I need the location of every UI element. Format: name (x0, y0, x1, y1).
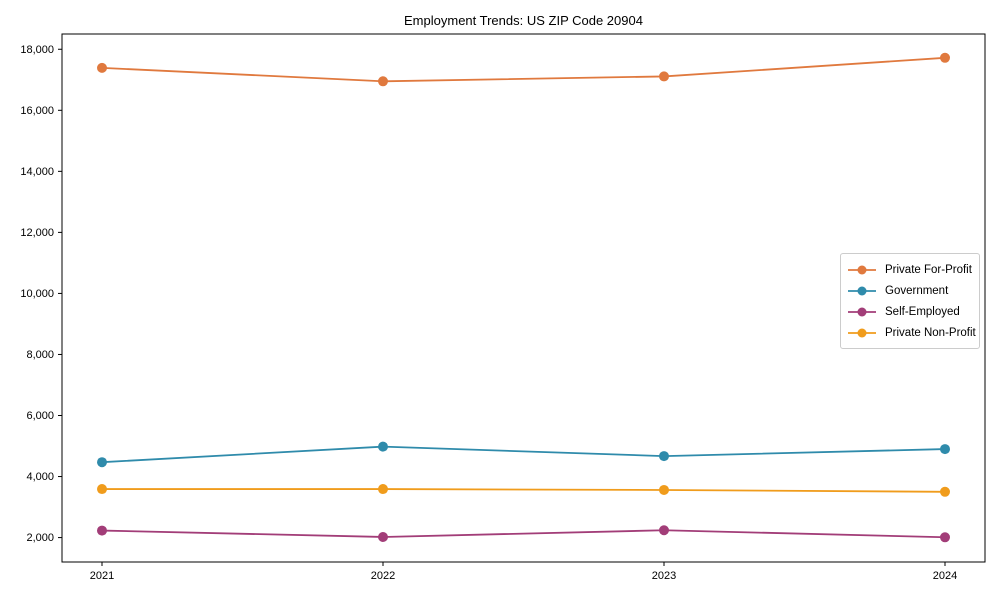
legend-item: Private Non-Profit (847, 322, 976, 343)
x-tick-label: 2022 (371, 570, 395, 582)
legend-item: Private For-Profit (847, 259, 973, 280)
data-point-private-for-profit (940, 52, 950, 63)
data-point-self-employed (378, 531, 388, 542)
data-point-private-for-profit (97, 62, 107, 73)
plot-area-border (61, 33, 986, 563)
y-tick-label: 2,000 (26, 532, 54, 544)
legend-label: Government (885, 284, 949, 297)
data-point-private-non-profit (940, 486, 950, 497)
data-point-government (378, 441, 388, 452)
legend-item: Government (847, 280, 973, 301)
data-point-private-for-profit (659, 71, 669, 82)
data-point-government (659, 451, 669, 462)
y-tick-label: 14,000 (20, 166, 54, 178)
legend-label: Self-Employed (885, 305, 960, 318)
legend-marker-icon (848, 265, 876, 274)
data-point-private-non-profit (659, 484, 669, 495)
data-point-self-employed (940, 532, 950, 543)
legend: Private For-Profit Government Self-Employe… (840, 253, 980, 349)
y-tick-label: 8,000 (26, 349, 54, 361)
legend-label: Private For-Profit (885, 263, 972, 276)
data-point-government (97, 457, 107, 468)
series-line-private-for-profit (101, 56, 946, 83)
legend-marker-icon (848, 328, 876, 337)
y-tick-label: 16,000 (20, 105, 54, 117)
x-tick-label: 2024 (933, 570, 957, 582)
y-tick-label: 12,000 (20, 227, 54, 239)
legend-marker-icon (848, 286, 876, 295)
legend-marker-icon (848, 307, 876, 316)
legend-label: Private Non-Profit (885, 326, 976, 339)
y-tick-label: 4,000 (26, 471, 54, 483)
y-tick-label: 6,000 (26, 410, 54, 422)
x-tick-label: 2021 (90, 570, 114, 582)
legend-item: Self-Employed (847, 301, 973, 322)
y-tick-label: 10,000 (20, 288, 54, 300)
data-point-private-for-profit (378, 76, 388, 87)
data-point-private-non-profit (378, 484, 388, 495)
series-line-government (101, 445, 946, 464)
data-point-private-non-profit (97, 484, 107, 495)
chart-title: Employment Trends: US ZIP Code 20904 (404, 13, 643, 28)
series-line-private-non-profit (102, 488, 946, 493)
x-tick-label: 2023 (652, 570, 676, 582)
y-tick-label: 18,000 (20, 44, 54, 56)
data-point-self-employed (659, 525, 669, 536)
data-point-self-employed (97, 525, 107, 536)
series-line-self-employed (101, 529, 946, 539)
data-point-government (940, 444, 950, 455)
